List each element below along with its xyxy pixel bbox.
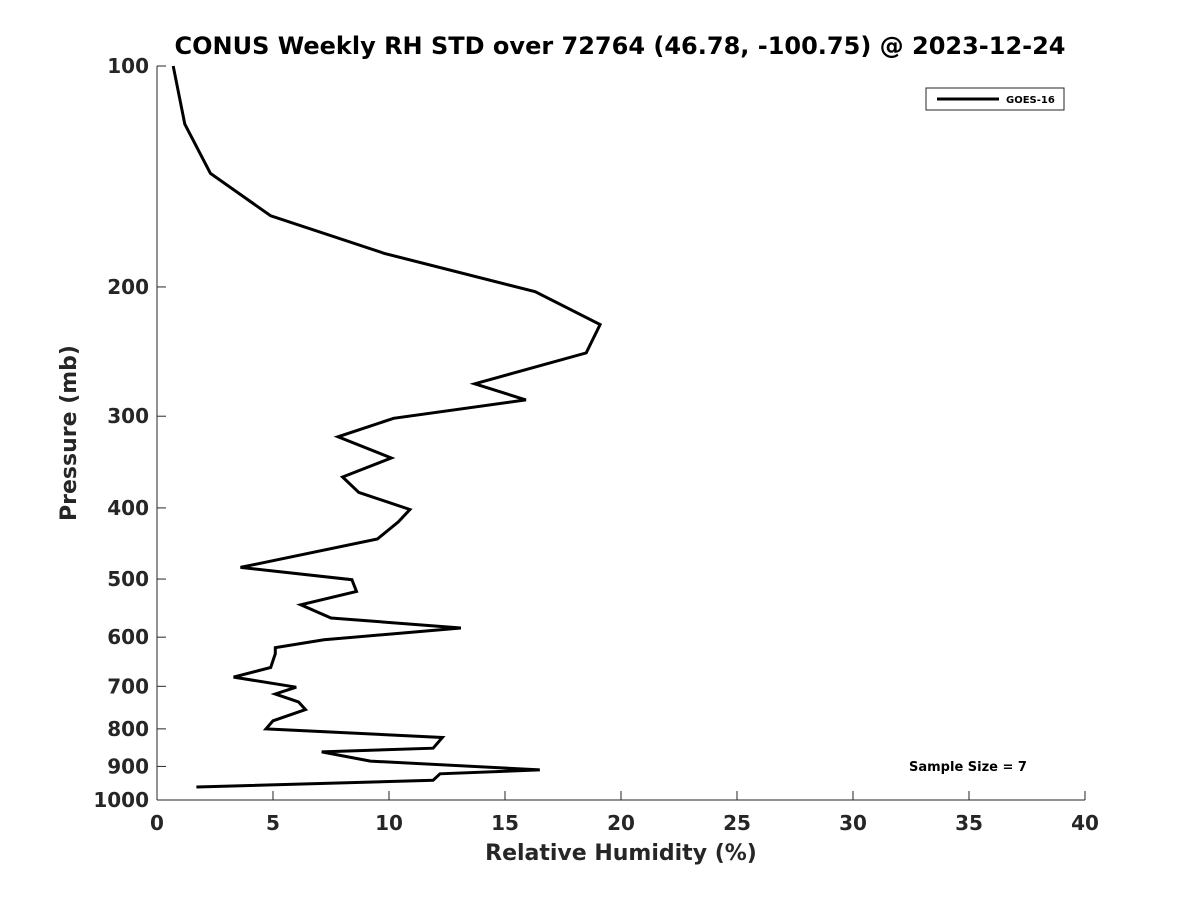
x-tick-label: 20 (607, 811, 635, 835)
y-tick-label: 600 (107, 625, 149, 649)
y-tick-label: 200 (107, 275, 149, 299)
series-group (171, 65, 603, 789)
y-axis-ticks: 100 200 300 400 500 600 700 800 900 1000 (93, 54, 166, 812)
y-tick-label: 400 (107, 496, 149, 520)
plot-area (156, 66, 1085, 801)
y-tick-label: 1000 (93, 788, 149, 812)
legend: GOES-16 (925, 87, 1065, 111)
y-axis-label: Pressure (mb) (57, 345, 82, 521)
x-tick-label: 10 (375, 811, 403, 835)
x-tick-label: 15 (491, 811, 519, 835)
x-tick-label: 30 (839, 811, 867, 835)
y-tick-label: 100 (107, 54, 149, 78)
sample-size-annotation: Sample Size = 7 (909, 760, 1027, 775)
y-tick-label: 300 (107, 404, 149, 428)
y-tick-label: 500 (107, 567, 149, 591)
x-tick-label: 25 (723, 811, 751, 835)
y-tick-label: 700 (107, 674, 149, 698)
x-tick-label: 35 (955, 811, 983, 835)
y-tick-label: 800 (107, 717, 149, 741)
x-tick-label: 0 (150, 811, 164, 835)
series-line-goes-16 (171, 65, 603, 789)
y-tick-label: 900 (107, 754, 149, 778)
x-axis-ticks: 0 5 10 15 20 25 30 35 40 (150, 791, 1099, 835)
legend-label-goes-16: GOES-16 (1006, 95, 1055, 106)
x-tick-label: 5 (266, 811, 280, 835)
chart-title: CONUS Weekly RH STD over 72764 (46.78, -… (174, 32, 1065, 60)
x-tick-label: 40 (1071, 811, 1099, 835)
x-axis-label: Relative Humidity (%) (485, 841, 757, 866)
